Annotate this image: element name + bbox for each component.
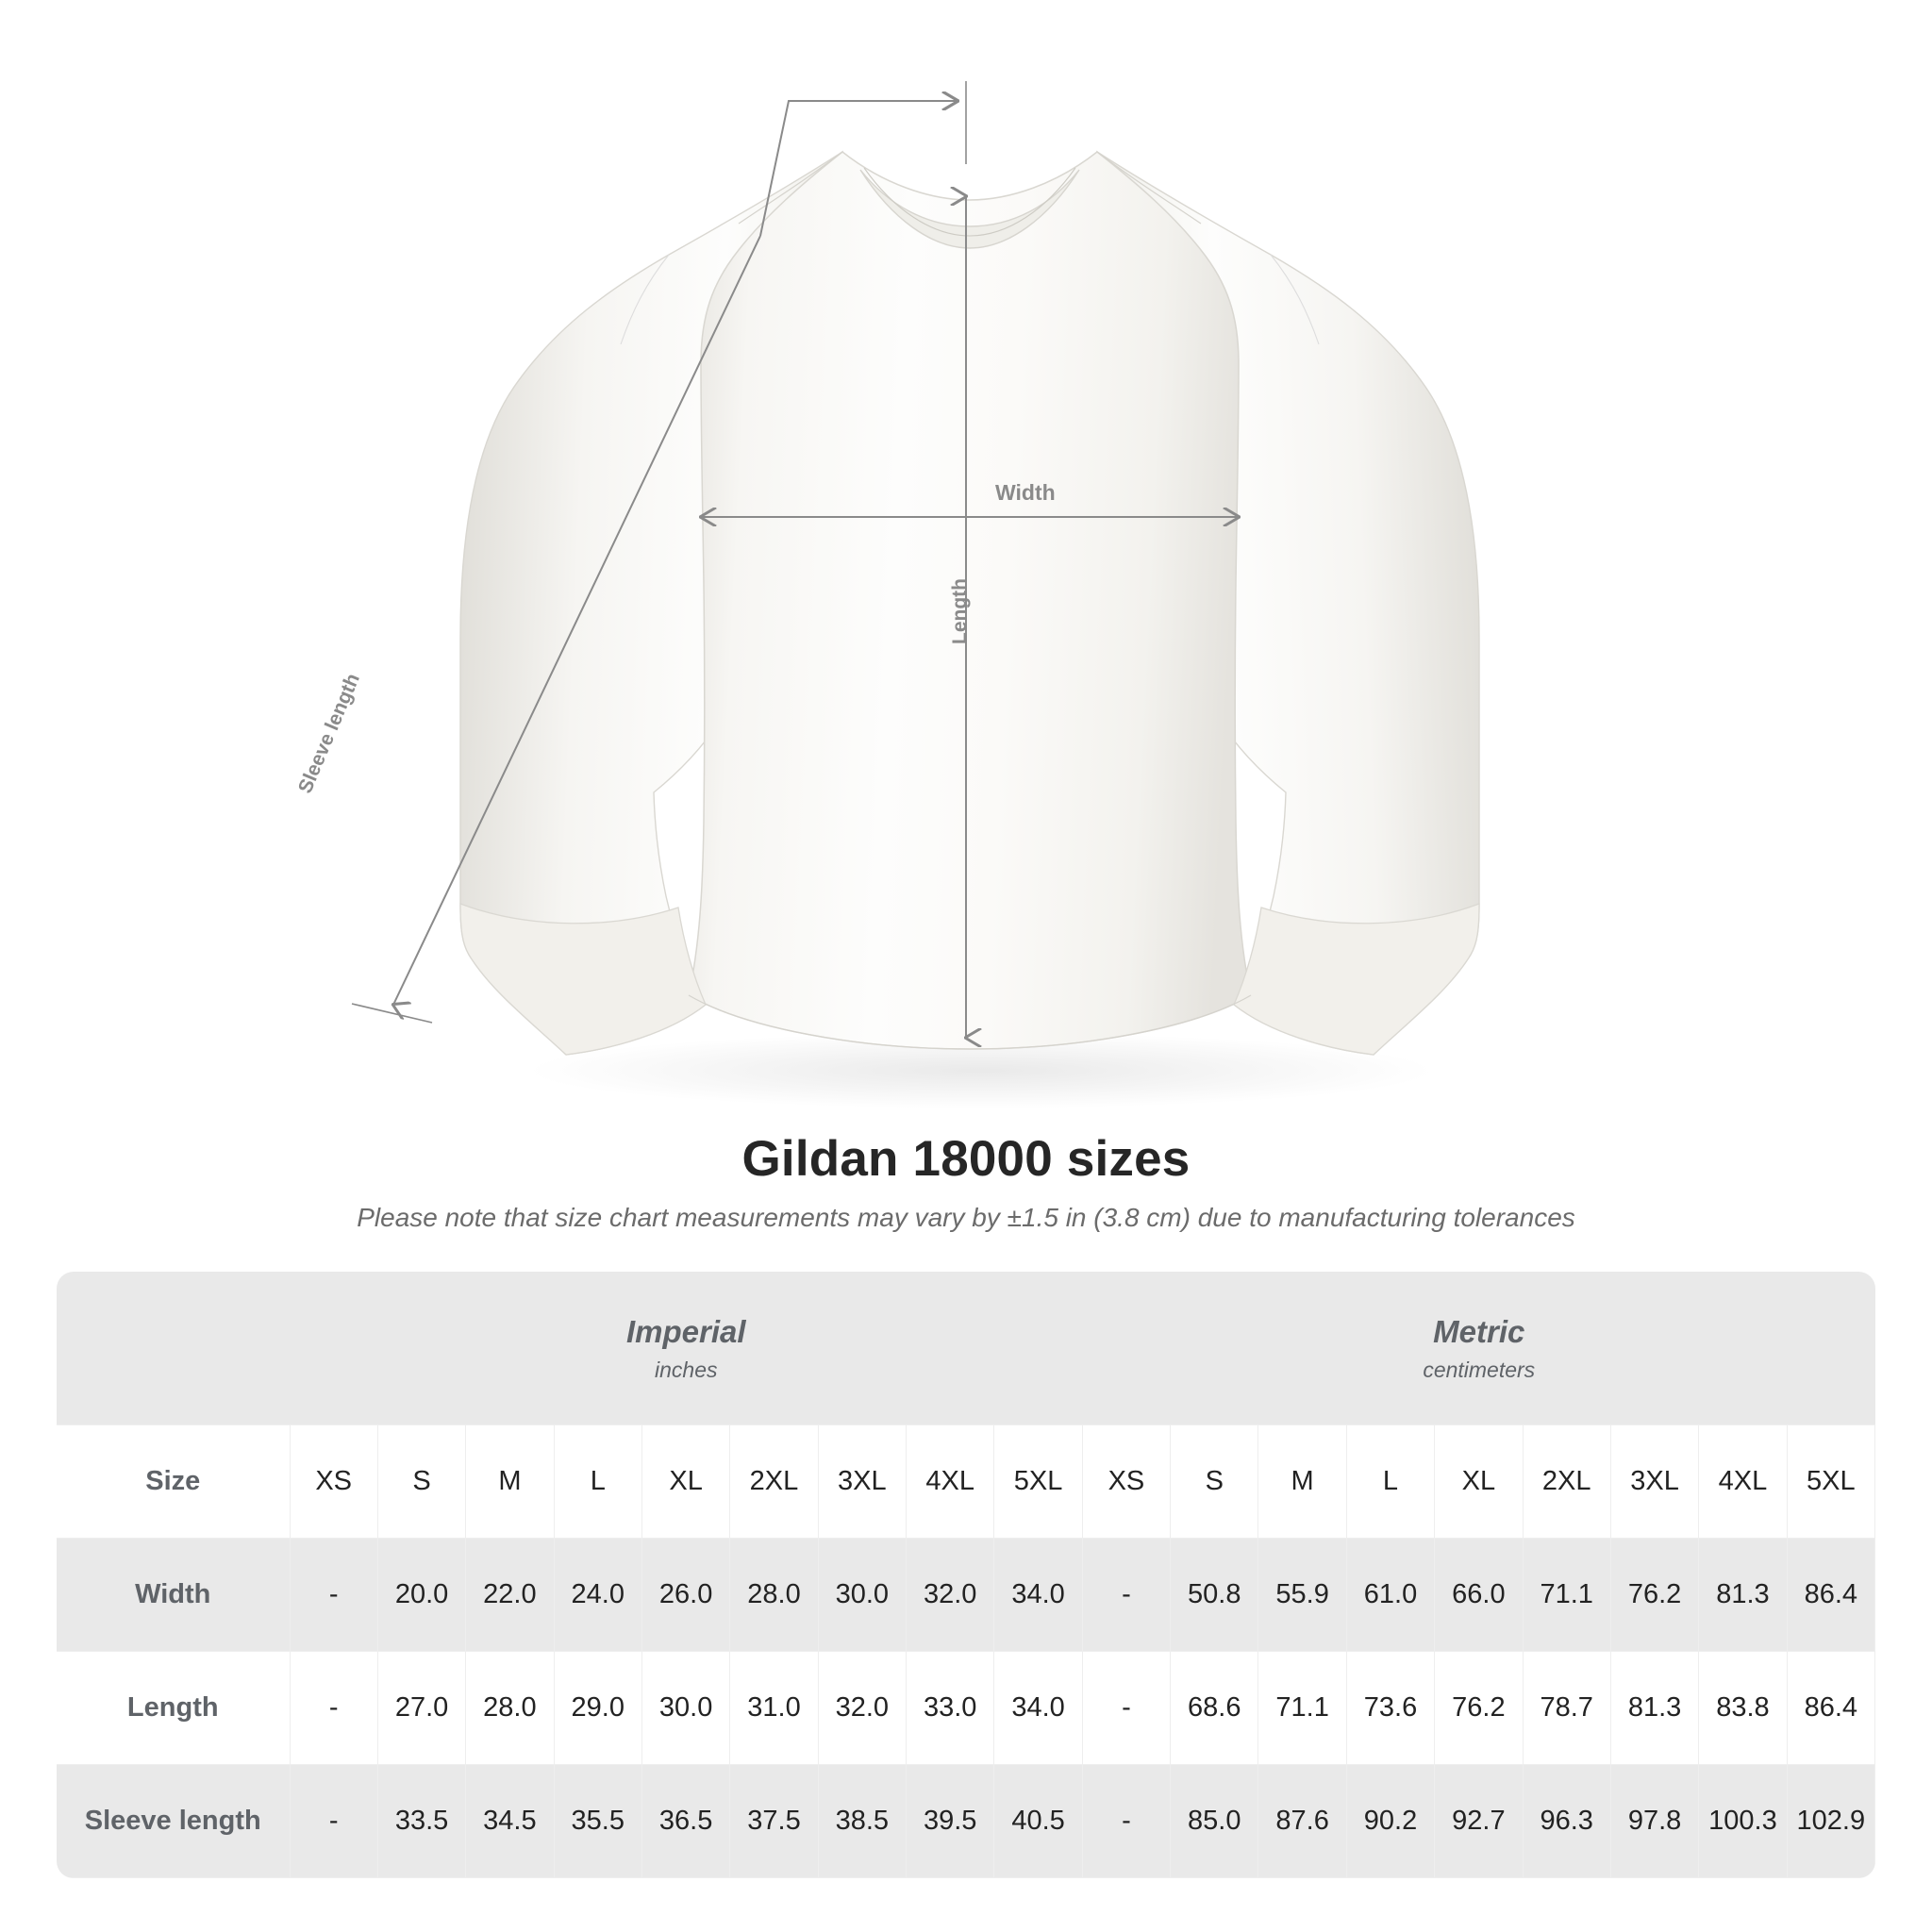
- svg-text:Width: Width: [995, 480, 1056, 505]
- svg-text:Length: Length: [949, 578, 971, 644]
